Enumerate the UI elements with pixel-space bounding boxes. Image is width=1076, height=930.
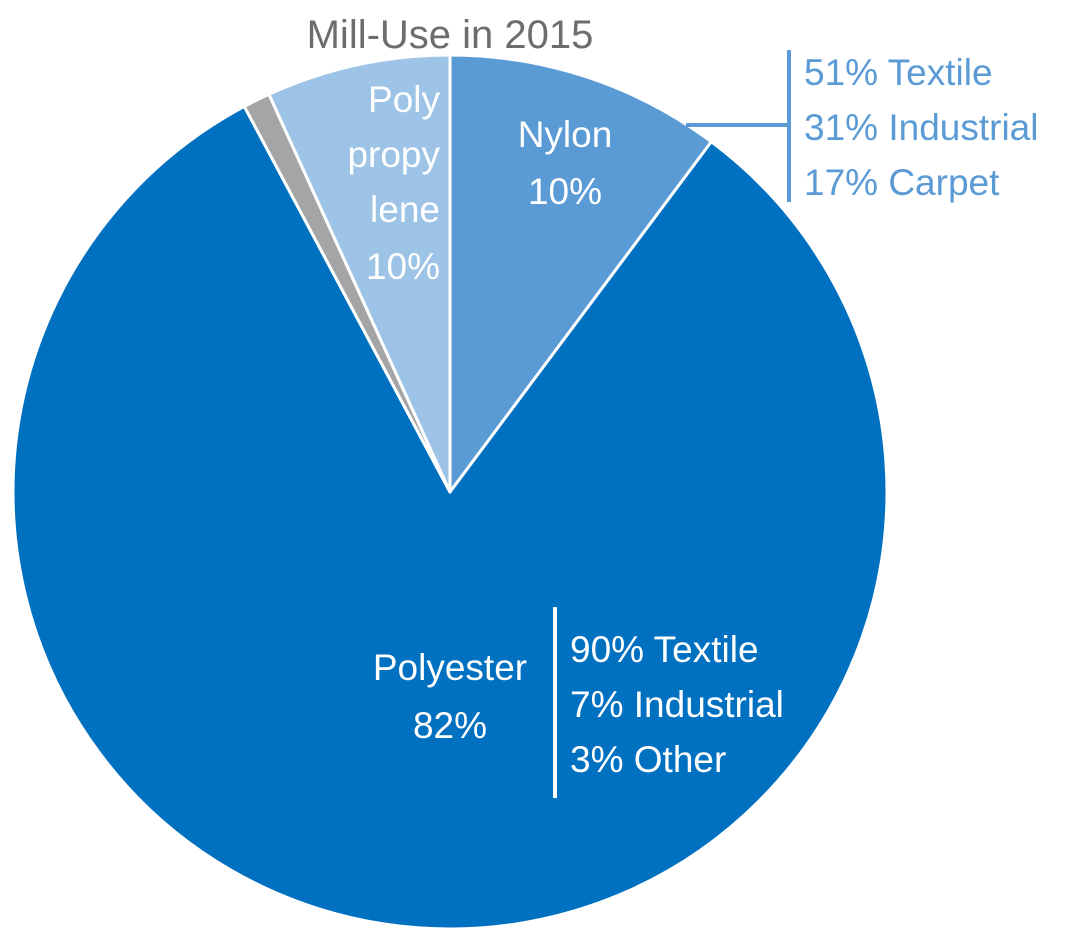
nylon-label: Nylon 10%: [518, 114, 613, 212]
nylon-label-name: Nylon: [518, 114, 613, 155]
nylon-breakdown-1: 51% Textile: [804, 52, 993, 93]
polypropylene-label-line1: Poly: [368, 79, 440, 120]
polyester-breakdown-1: 90% Textile: [570, 629, 759, 670]
polypropylene-label-line2: propy: [347, 134, 440, 175]
pie-slice-polyester: [11, 104, 889, 930]
polypropylene-label-pct: 10%: [366, 246, 440, 287]
pie-slice-nylon: [448, 53, 713, 494]
polypropylene-label-line3: lene: [370, 189, 440, 230]
polyester-breakdown-3: 3% Other: [570, 739, 726, 780]
nylon-breakdown-3: 17% Carpet: [804, 162, 1000, 203]
polypropylene-label: Poly propy lene 10%: [347, 79, 440, 287]
nylon-breakdown-2: 31% Industrial: [804, 107, 1038, 148]
polyester-callout: 90% Textile 7% Industrial 3% Other: [553, 607, 784, 798]
nylon-label-pct: 10%: [528, 171, 602, 212]
nylon-callout: 51% Textile 31% Industrial 17% Carpet: [686, 50, 1038, 203]
pie-slices: [11, 53, 889, 930]
polyester-label-name: Polyester: [373, 647, 527, 688]
polyester-label: Polyester 82%: [373, 647, 527, 746]
pie-slice-poly-propy-lene: [267, 53, 452, 494]
polyester-breakdown-2: 7% Industrial: [570, 684, 784, 725]
chart-title: Mill-Use in 2015: [307, 13, 594, 57]
polyester-label-pct: 82%: [413, 705, 487, 746]
